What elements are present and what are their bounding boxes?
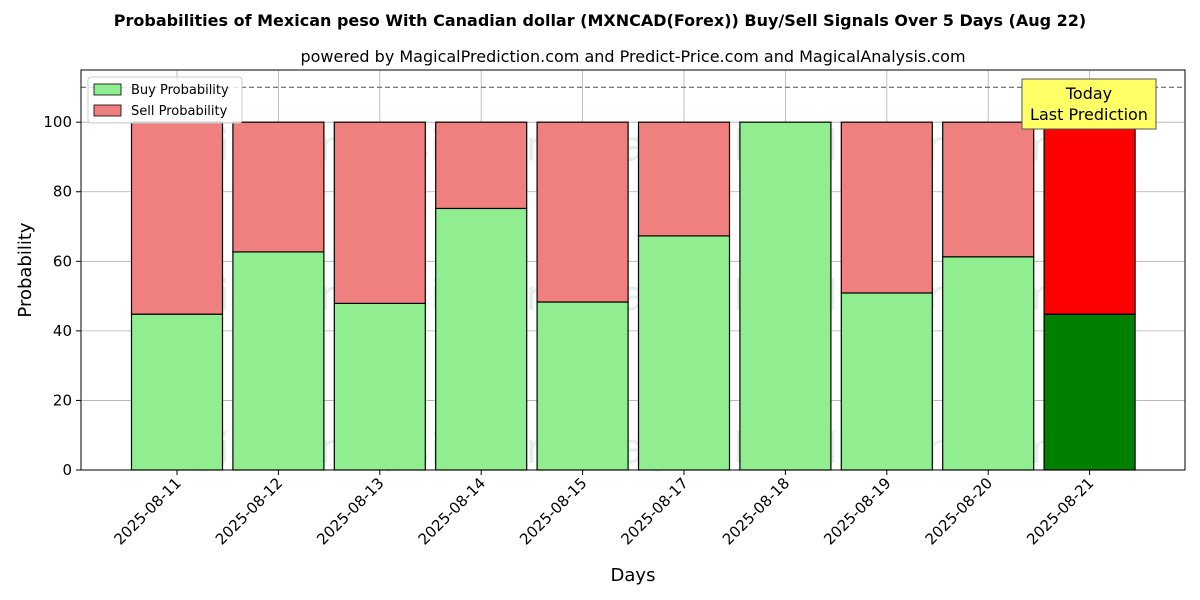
buy-bar — [942, 256, 1035, 471]
buy-bar — [232, 251, 325, 471]
sell-bar — [637, 121, 731, 237]
buy-bar — [1043, 313, 1136, 471]
sell-bar — [840, 121, 933, 294]
sell-bar — [942, 121, 1035, 258]
x-axis-label: Days — [611, 565, 656, 586]
legend-box — [87, 76, 243, 124]
legend: Buy Probability Sell Probability — [87, 76, 243, 124]
buy-bar — [333, 302, 426, 471]
y-tick-label: 0 — [62, 461, 72, 479]
y-tick-label: 60 — [53, 252, 72, 270]
annotation-text: Today — [1065, 84, 1112, 103]
sell-bar — [130, 121, 224, 315]
y-tick-label: 80 — [53, 183, 72, 201]
annotation: Today Last Prediction — [1021, 78, 1157, 130]
buy-bar — [130, 313, 224, 471]
y-tick-label: 40 — [53, 322, 72, 340]
bars — [81, 86, 1185, 471]
sell-bar — [435, 121, 528, 210]
y-axis-label: Probability — [15, 222, 36, 317]
sell-bar — [333, 121, 426, 304]
buy-bar — [840, 292, 933, 471]
legend-label: Sell Probability — [131, 104, 228, 119]
sell-bar — [232, 121, 325, 253]
annotation-text: Last Prediction — [1030, 105, 1148, 124]
legend-swatch — [93, 83, 122, 96]
annotation-box — [1021, 78, 1157, 130]
y-tick-label: 100 — [43, 113, 72, 131]
legend-swatch — [93, 104, 122, 117]
chart-title: Probabilities of Mexican peso With Canad… — [114, 11, 1086, 30]
chart-subtitle: powered by MagicalPrediction.com and Pre… — [300, 47, 965, 66]
plot-frame — [80, 69, 1186, 471]
buy-bar — [739, 121, 832, 471]
buy-bar — [536, 301, 629, 471]
legend-label: Buy Probability — [131, 83, 229, 98]
sell-bar — [1043, 121, 1136, 315]
y-tick-label: 20 — [53, 391, 72, 409]
sell-bar — [536, 121, 629, 303]
buy-bar — [637, 235, 731, 471]
buy-bar — [435, 207, 528, 471]
